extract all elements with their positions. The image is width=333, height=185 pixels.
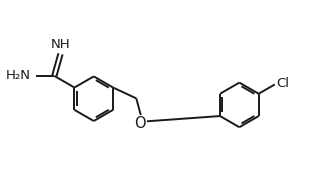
Text: H₂N: H₂N (5, 69, 30, 83)
Text: O: O (134, 116, 146, 131)
Text: Cl: Cl (276, 77, 289, 90)
Text: NH: NH (51, 38, 70, 51)
